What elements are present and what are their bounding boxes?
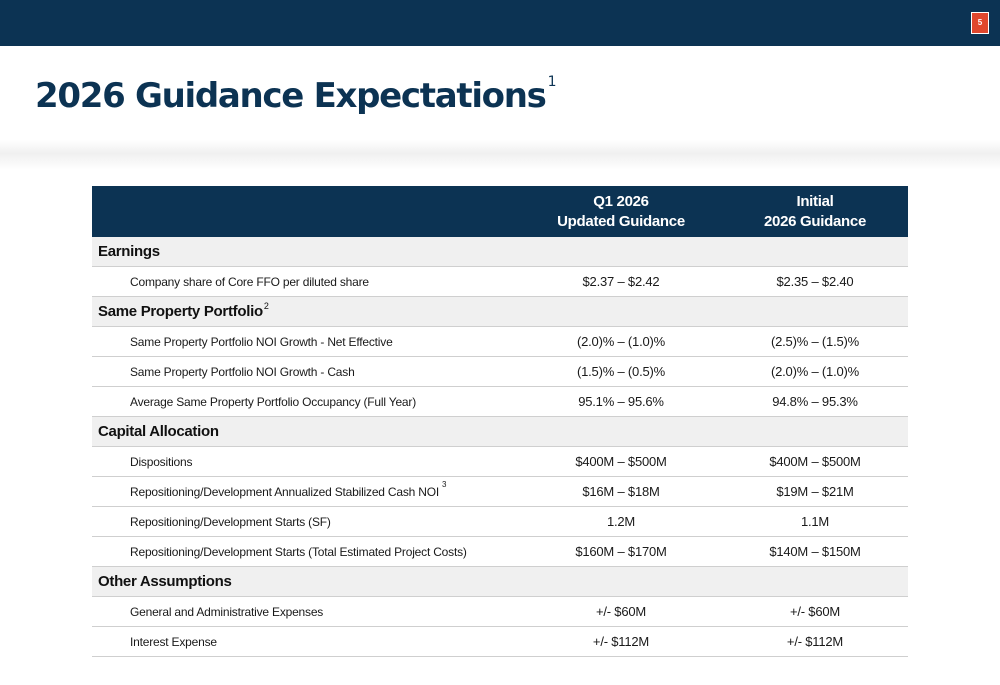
header-fade-divider bbox=[0, 140, 1000, 170]
row-label: Repositioning/Development Starts (Total … bbox=[130, 544, 467, 559]
top-bar: 5 bbox=[0, 0, 1000, 46]
row-updated-value: $160M – $170M bbox=[575, 544, 667, 559]
row-updated-value: 95.1% – 95.6% bbox=[578, 394, 664, 409]
table-row: General and Administrative Expenses +/- … bbox=[92, 597, 908, 627]
header-updated-guidance: Q1 2026 Updated Guidance bbox=[520, 186, 722, 237]
page-title-text: 2026 Guidance Expectations bbox=[35, 76, 547, 116]
section-title: Same Property Portfolio bbox=[98, 303, 263, 320]
table-row: Dispositions $400M – $500M $400M – $500M bbox=[92, 447, 908, 477]
header-updated-line1: Q1 2026 bbox=[593, 192, 649, 210]
table-row: Repositioning/Development Annualized Sta… bbox=[92, 477, 908, 507]
row-initial-value: 94.8% – 95.3% bbox=[772, 394, 858, 409]
section-earnings: Earnings bbox=[92, 237, 908, 267]
header-initial-guidance: Initial 2026 Guidance bbox=[722, 186, 908, 237]
row-initial-value: +/- $60M bbox=[789, 604, 841, 619]
section-title: Other Assumptions bbox=[98, 573, 232, 590]
row-initial-value: +/- $112M bbox=[786, 634, 844, 649]
row-label: Interest Expense bbox=[130, 634, 217, 649]
row-label: Average Same Property Portfolio Occupanc… bbox=[130, 394, 416, 409]
header-initial-line2: 2026 Guidance bbox=[764, 212, 866, 230]
header-updated-line2: Updated Guidance bbox=[557, 212, 685, 230]
row-updated-value: $400M – $500M bbox=[575, 454, 667, 469]
section-footnote: 2 bbox=[263, 301, 269, 311]
row-initial-value: (2.0)% – (1.0)% bbox=[770, 364, 860, 379]
row-label: Repositioning/Development Starts (SF) bbox=[130, 514, 331, 529]
row-label: Same Property Portfolio NOI Growth - Net… bbox=[130, 334, 393, 349]
row-label: General and Administrative Expenses bbox=[130, 604, 324, 619]
table-row: Repositioning/Development Starts (SF) 1.… bbox=[92, 507, 908, 537]
table-row: Same Property Portfolio NOI Growth - Cas… bbox=[92, 357, 908, 387]
row-updated-value: 1.2M bbox=[606, 514, 636, 529]
row-label: Company share of Core FFO per diluted sh… bbox=[130, 274, 369, 289]
row-initial-value: 1.1M bbox=[800, 514, 830, 529]
guidance-table: Q1 2026 Updated Guidance Initial 2026 Gu… bbox=[92, 186, 908, 657]
row-initial-value: (2.5)% – (1.5)% bbox=[770, 334, 860, 349]
section-capital-allocation: Capital Allocation bbox=[92, 417, 908, 447]
row-label: Same Property Portfolio NOI Growth - Cas… bbox=[130, 364, 355, 379]
row-label-text: Repositioning/Development Annualized Sta… bbox=[130, 484, 439, 499]
section-title: Earnings bbox=[98, 243, 160, 260]
header-initial-line1: Initial bbox=[796, 192, 834, 210]
row-updated-value: $2.37 – $2.42 bbox=[582, 274, 660, 289]
row-initial-value: $400M – $500M bbox=[769, 454, 861, 469]
table-row: Repositioning/Development Starts (Total … bbox=[92, 537, 908, 567]
table-header: Q1 2026 Updated Guidance Initial 2026 Gu… bbox=[92, 186, 908, 237]
row-updated-value: (2.0)% – (1.0)% bbox=[576, 334, 666, 349]
row-updated-value: +/- $112M bbox=[592, 634, 650, 649]
title-footnote: 1 bbox=[547, 74, 557, 90]
row-updated-value: $16M – $18M bbox=[582, 484, 660, 499]
section-same-property-portfolio: Same Property Portfolio2 bbox=[92, 297, 908, 327]
row-initial-value: $140M – $150M bbox=[769, 544, 861, 559]
section-other-assumptions: Other Assumptions bbox=[92, 567, 908, 597]
section-title: Capital Allocation bbox=[98, 423, 219, 440]
header-blank-cell bbox=[92, 186, 520, 237]
row-label: Repositioning/Development Annualized Sta… bbox=[92, 480, 520, 499]
page-title: 2026 Guidance Expectations 1 bbox=[35, 74, 557, 116]
table-row: Same Property Portfolio NOI Growth - Net… bbox=[92, 327, 908, 357]
row-initial-value: $2.35 – $2.40 bbox=[776, 274, 854, 289]
table-row: Company share of Core FFO per diluted sh… bbox=[92, 267, 908, 297]
table-row: Average Same Property Portfolio Occupanc… bbox=[92, 387, 908, 417]
table-row: Interest Expense +/- $112M +/- $112M bbox=[92, 627, 908, 657]
row-label: Dispositions bbox=[130, 454, 193, 469]
page-number-badge: 5 bbox=[971, 12, 989, 34]
row-updated-value: +/- $60M bbox=[595, 604, 647, 619]
row-footnote: 3 bbox=[442, 479, 447, 489]
row-updated-value: (1.5)% – (0.5)% bbox=[576, 364, 666, 379]
row-initial-value: $19M – $21M bbox=[776, 484, 854, 499]
